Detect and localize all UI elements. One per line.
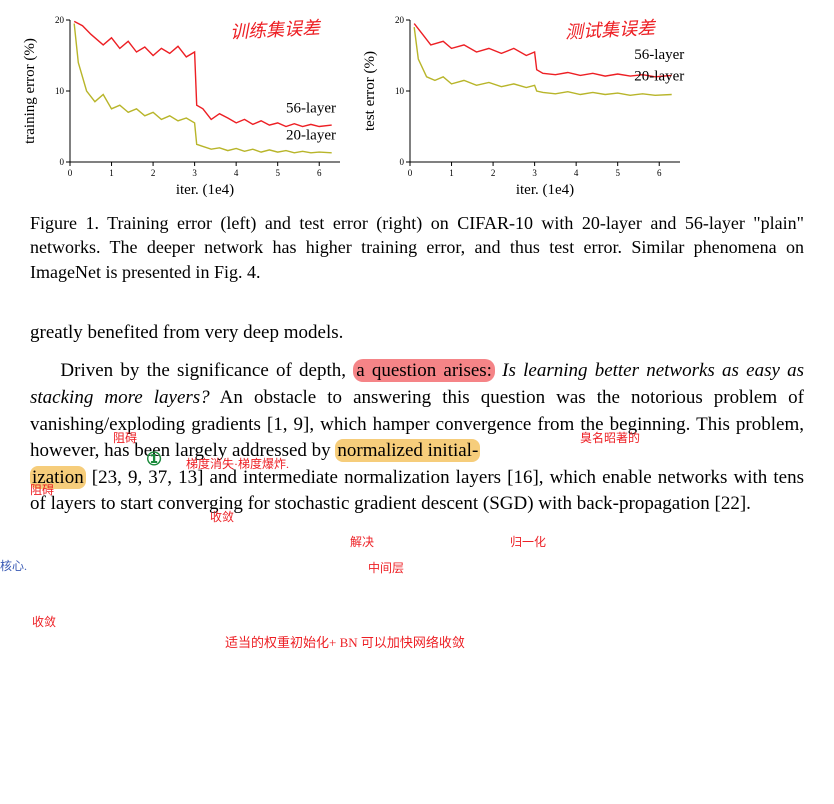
svg-text:56-layer: 56-layer	[634, 47, 684, 63]
svg-text:20: 20	[55, 15, 65, 25]
p2-highlight-question: a question arises:	[353, 359, 495, 382]
paragraph-1: greatly benefited from very deep models.	[0, 302, 834, 353]
annot-vanish-explode: 梯度消失·梯度爆炸.	[186, 456, 289, 473]
figure-caption: Figure 1. Training error (left) and test…	[0, 205, 834, 302]
margin-left-core: 核心.	[0, 557, 27, 574]
annot-largely: 收敛	[210, 509, 234, 526]
svg-text:0: 0	[60, 157, 65, 167]
left-chart-annotation: 训练集误差	[229, 14, 320, 45]
svg-text:0: 0	[68, 168, 73, 178]
figure-row: 012345601020iter. (1e4)training error (%…	[0, 0, 834, 205]
p2-rest: [23, 9, 37, 13] and intermediate normali…	[30, 467, 804, 515]
annot-bottom-summary: 适当的权重初始化+ BN 可以加快网络收敛	[225, 634, 465, 652]
svg-text:4: 4	[574, 168, 579, 178]
svg-text:6: 6	[317, 168, 322, 178]
paragraph-1-text: greatly benefited from very deep models.	[30, 322, 343, 343]
svg-text:5: 5	[275, 168, 280, 178]
paragraph-2: Driven by the significance of depth, a q…	[0, 352, 834, 524]
svg-text:training error (%): training error (%)	[22, 38, 38, 144]
svg-text:2: 2	[151, 168, 156, 178]
annot-notorious: 臭名昭著的	[580, 430, 640, 447]
left-chart-container: 0 1 2 3 4 5 6 0 10 20 iter. (1e4) training error (%…	[20, 10, 350, 205]
svg-text:56-layer: 56-layer	[286, 100, 336, 116]
annot-converge: 收敛	[32, 614, 56, 631]
svg-text:10: 10	[395, 86, 405, 96]
svg-text:test error (%): test error (%)	[362, 51, 378, 131]
svg-text:3: 3	[532, 168, 537, 178]
svg-text:iter. (1e4): iter. (1e4)	[516, 182, 574, 198]
svg-text:3: 3	[192, 168, 197, 178]
svg-text:0: 0	[408, 168, 413, 178]
p2-highlight-norm1: normalized initial-	[335, 439, 480, 462]
svg-text:0: 0	[400, 157, 405, 167]
svg-text:20: 20	[395, 15, 405, 25]
annot-addressed: 解决	[350, 534, 374, 551]
right-chart-annotation: 测试集误差	[564, 14, 655, 45]
svg-text:20-layer: 20-layer	[634, 68, 684, 84]
circled-number-annotation: ①	[146, 447, 162, 472]
annot-obstacle: 阻碍	[113, 430, 137, 447]
annot-hamper: 阻碍	[30, 482, 54, 499]
svg-text:1: 1	[109, 168, 114, 178]
svg-text:5: 5	[615, 168, 620, 178]
annot-intermediate: 中间层	[368, 560, 404, 577]
svg-text:iter. (1e4): iter. (1e4)	[176, 182, 234, 198]
svg-text:6: 6	[657, 168, 662, 178]
svg-text:1: 1	[449, 168, 454, 178]
svg-text:20-layer: 20-layer	[286, 127, 336, 143]
right-chart-container: 0 1 2 3 4 5 6 0 10 20 iter. (1e4) test error (%) 56-…	[360, 10, 690, 205]
annot-norm: 归一化	[510, 534, 546, 551]
svg-text:10: 10	[55, 86, 65, 96]
svg-text:2: 2	[491, 168, 496, 178]
svg-text:4: 4	[234, 168, 239, 178]
p2-open: Driven by the significance of depth,	[60, 360, 353, 381]
